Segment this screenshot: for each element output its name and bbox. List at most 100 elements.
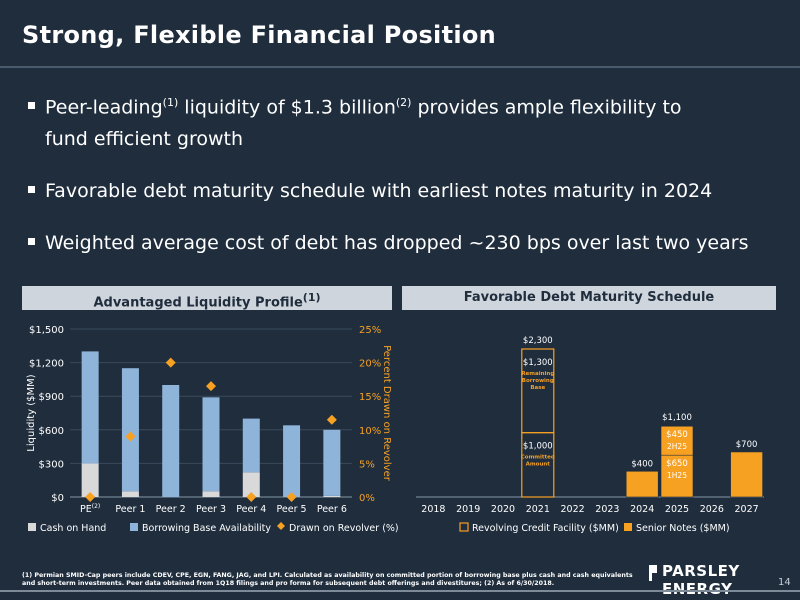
- y-tick-label: $900: [39, 392, 64, 403]
- drawn-revolver-marker: [85, 492, 96, 502]
- bottom-divider: [0, 590, 800, 592]
- segment-value-label: $700: [736, 440, 758, 450]
- maturity-panel-title: Favorable Debt Maturity Schedule: [463, 290, 715, 305]
- y2-tick-label: 25%: [359, 325, 381, 336]
- bullet-text: Favorable debt maturity schedule with ea…: [45, 180, 713, 202]
- x-tick-label: 2025: [665, 504, 689, 515]
- segment-sublabel: 2H25: [667, 442, 687, 451]
- x-tick-label: 2022: [561, 504, 585, 515]
- bullet-debt-maturity: Favorable debt maturity schedule with ea…: [28, 174, 712, 208]
- bullet-text: Weighted average cost of debt has droppe…: [45, 232, 749, 254]
- y2-axis-title: Percent Drawn on Revolver: [381, 345, 392, 482]
- debt-maturity-chart: 2018 2019 2020 2021 2022 2023 2024 2025 2026 2027…: [416, 336, 764, 534]
- x-tick-label: 2023: [595, 504, 619, 515]
- footnote-ref: (2): [395, 96, 412, 109]
- x-tick-label: Peer 4: [236, 504, 266, 515]
- y2-tick-label: 15%: [359, 392, 381, 403]
- y-tick-label: $300: [39, 459, 64, 470]
- x-tick-label: Peer 6: [317, 504, 347, 515]
- legend-label: Drawn on Revolver (%): [289, 523, 399, 534]
- bullet-square-icon: [28, 102, 35, 110]
- bar-borrowing-base: [121, 368, 139, 492]
- bar-borrowing-base: [242, 418, 260, 473]
- footnote: (1) Permian SMID-Cap peers include CDEV,…: [22, 572, 633, 587]
- legend-swatch-borrowing-base: [130, 523, 138, 531]
- x-tick-label: 2019: [456, 504, 480, 515]
- legend-label: Cash on Hand: [40, 523, 106, 534]
- x-tick-label: Peer 5: [277, 504, 307, 515]
- legend-swatch-cash: [28, 523, 36, 531]
- bar-borrowing-base: [162, 385, 180, 497]
- x-tick-label: 2021: [526, 504, 550, 515]
- x-tick-label: Peer 3: [196, 504, 226, 515]
- bullet-text: liquidity of $1.3 billion: [178, 96, 396, 119]
- bar-cash-on-hand: [81, 463, 99, 497]
- bullet-square-icon: [28, 186, 35, 193]
- bar-borrowing-base: [283, 425, 301, 497]
- liquidity-chart: $0 $300 $600 $900 $1,200 $1,500 0% 5% 10% 15% 20% 2…: [26, 325, 399, 534]
- segment-value-label: $650: [666, 459, 688, 469]
- bar-revolver-segment: [521, 348, 555, 434]
- x-tick-label: Peer 1: [115, 504, 145, 515]
- y-tick-label: $600: [39, 426, 64, 437]
- bullet-cost-of-debt: Weighted average cost of debt has droppe…: [28, 226, 748, 260]
- x-tick-label: 2027: [735, 504, 759, 515]
- bullet-text: fund efficient growth: [45, 128, 243, 150]
- y2-tick-label: 5%: [359, 459, 375, 470]
- bar-cash-on-hand: [121, 491, 139, 497]
- bar-cash-on-hand: [202, 491, 220, 497]
- total-value-label: $2,300: [523, 336, 553, 346]
- page-number: 14: [778, 577, 791, 588]
- y2-tick-label: 0%: [359, 493, 375, 504]
- y2-tick-label: 10%: [359, 426, 381, 437]
- drawn-revolver-marker: [165, 357, 176, 368]
- bullet-liquidity: Peer-leading(1) liquidity of $1.3 billio…: [28, 86, 682, 124]
- segment-sublabel: 1H25: [667, 471, 687, 480]
- bar-senior-notes-segment: [730, 451, 763, 498]
- bullet-square-icon: [28, 238, 35, 245]
- bar-senior-notes-segment: [660, 425, 694, 456]
- title-bar: Strong, Flexible Financial Position: [0, 0, 800, 66]
- bar-borrowing-base: [81, 351, 99, 464]
- y-tick-label: $1,500: [29, 325, 64, 336]
- title-divider: [0, 66, 800, 68]
- segment-value-label: $1,000: [523, 442, 553, 452]
- bar-senior-notes-segment: [625, 470, 659, 498]
- segment-sublabel: Remaining Borrowing Base: [521, 371, 554, 391]
- legend-label: Senior Notes ($MM): [636, 523, 730, 534]
- y2-tick-label: 20%: [359, 359, 381, 370]
- bar-cash-on-hand: [242, 472, 260, 497]
- y-tick-label: $1,200: [29, 359, 64, 370]
- footnote-ref: (1): [162, 96, 179, 109]
- bullet-continuation: fund efficient growth: [45, 122, 243, 156]
- legend-diamond-icon: [277, 522, 285, 530]
- x-tick-label: 2018: [421, 504, 445, 515]
- bar-borrowing-base: [323, 429, 341, 496]
- bullet-text: Peer-leading: [45, 96, 163, 119]
- bar-cash-on-hand: [323, 495, 341, 497]
- drawn-revolver-marker: [206, 381, 216, 392]
- x-tick-label: 2024: [630, 504, 654, 515]
- company-logo: PARSLEY ENERGY: [662, 562, 740, 598]
- x-tick-label: PE(2): [80, 503, 100, 515]
- parsley-logo-icon: [649, 565, 657, 581]
- footnote-ref: (1): [302, 291, 321, 304]
- y-tick-label: $0: [51, 493, 64, 504]
- bullet-text: provides ample flexibility to: [411, 96, 682, 119]
- drawn-revolver-marker: [326, 414, 337, 425]
- legend-swatch-revolver: [459, 522, 469, 532]
- drawn-revolver-marker: [246, 492, 257, 502]
- maturity-panel-header: Favorable Debt Maturity Schedule: [402, 286, 776, 310]
- page-title: Strong, Flexible Financial Position: [22, 21, 497, 49]
- drawn-revolver-marker: [286, 492, 297, 502]
- legend-swatch-senior-notes: [624, 523, 632, 531]
- x-tick-label: 2026: [700, 504, 724, 515]
- segment-sublabel: Committed Amount: [521, 455, 555, 468]
- total-value-label: $1,100: [662, 413, 692, 423]
- segment-value-label: $450: [666, 430, 688, 440]
- liquidity-panel-header: Advantaged Liquidity Profile(1): [22, 286, 392, 310]
- liquidity-panel-title: Advantaged Liquidity Profile: [93, 295, 303, 311]
- y-axis-title: Liquidity ($MM): [26, 374, 37, 451]
- x-tick-label: 2020: [491, 504, 515, 515]
- legend-label: Borrowing Base Availability: [142, 523, 271, 534]
